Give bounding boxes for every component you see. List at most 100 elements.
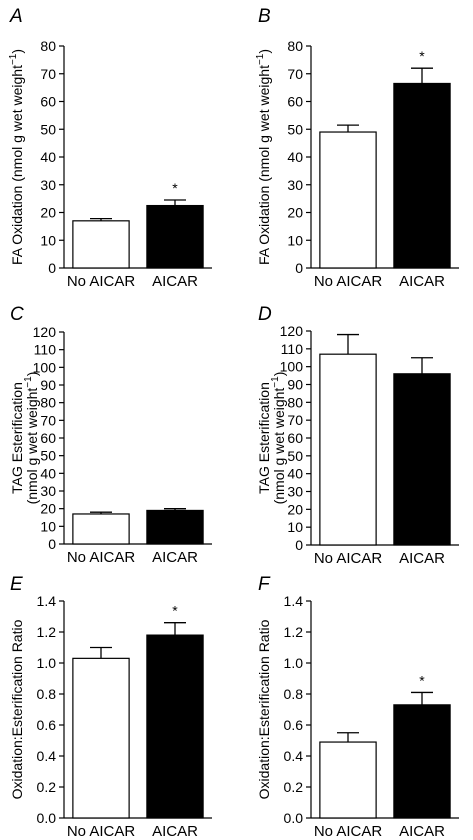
- x-tick-label: No AICAR: [314, 550, 383, 567]
- y-axis-label: TAG Esterification(nmol g wet weight−1): [9, 372, 40, 505]
- y-tick-label: 30: [287, 484, 303, 500]
- y-tick-label: 10: [287, 232, 303, 248]
- bar: [146, 204, 204, 269]
- y-tick-label: 120: [33, 324, 57, 340]
- y-tick-label: 50: [287, 448, 303, 464]
- y-tick-label: 70: [287, 66, 303, 82]
- y-tick-label: 20: [287, 205, 303, 221]
- bar: [146, 509, 204, 545]
- y-tick-label: 0.2: [284, 779, 304, 795]
- chart-panel-a: A 0 10 20 30 40 50 60 70 80 FA Oxidation (nmol g w…: [8, 6, 212, 290]
- y-axis-label: FA Oxidation (nmol g wet weight−1): [255, 49, 272, 265]
- y-tick-label: 0: [48, 536, 56, 552]
- y-tick-label: 1.2: [37, 624, 57, 640]
- y-axis-label-suffix: ): [271, 372, 287, 377]
- y-tick-label: 60: [40, 430, 56, 446]
- x-tick-label: No AICAR: [67, 273, 136, 290]
- x-tick-label: AICAR: [152, 273, 198, 290]
- panel-letter: D: [258, 304, 272, 325]
- y-tick-label: 50: [40, 448, 56, 464]
- x-tick-label: No AICAR: [67, 549, 136, 566]
- y-tick-label: 0: [295, 537, 303, 553]
- x-tick-label: AICAR: [152, 549, 198, 566]
- significance-star: *: [172, 180, 178, 196]
- y-axis-label-line: (nmol g wet weight: [24, 388, 40, 505]
- y-tick-label: 90: [287, 377, 303, 393]
- y-axis-label-line: (nmol g wet weight: [271, 388, 287, 505]
- y-axis-label-line: FA Oxidation (nmol g wet weight: [256, 65, 272, 265]
- y-tick-label: 1.0: [37, 655, 57, 671]
- panel-letter: A: [9, 6, 23, 27]
- y-tick-label: 50: [287, 121, 303, 137]
- y-tick-label: 30: [40, 483, 56, 499]
- panel-letter: F: [258, 574, 271, 595]
- y-axis-label: TAG Esterification(nmol g wet weight−1): [256, 372, 287, 505]
- y-axis-label-superscript: −1: [270, 376, 281, 388]
- y-axis-label-superscript: −1: [23, 376, 34, 388]
- y-tick-label: 0.8: [284, 686, 304, 702]
- y-tick-label: 30: [40, 177, 56, 193]
- y-tick-label: 80: [287, 38, 303, 54]
- y-tick-label: 70: [40, 412, 56, 428]
- bar: [319, 131, 377, 269]
- y-axis-label-line: TAG Esterification: [256, 382, 272, 494]
- chart-panel-b: B 0 10 20 30 40 50 60 70 80 FA Oxidation (nmol g w…: [255, 6, 459, 290]
- y-tick-label: 100: [33, 359, 57, 375]
- y-axis-label-superscript: −1: [8, 53, 19, 65]
- y-axis-label-line: Oxidation:Esterification Ratio: [256, 619, 272, 799]
- y-tick-label: 40: [40, 149, 56, 165]
- y-tick-label: 100: [280, 359, 304, 375]
- y-tick-label: 20: [287, 501, 303, 517]
- y-tick-label: 50: [40, 121, 56, 137]
- y-axis-label: FA Oxidation (nmol g wet weight−1): [8, 49, 25, 265]
- bar: [393, 82, 451, 269]
- x-tick-label: AICAR: [399, 273, 445, 290]
- x-tick-label: AICAR: [399, 823, 445, 840]
- y-tick-label: 1.4: [37, 593, 57, 609]
- y-tick-label: 0.4: [37, 748, 57, 764]
- x-tick-label: No AICAR: [314, 823, 383, 840]
- bar: [72, 513, 130, 545]
- x-tick-label: No AICAR: [67, 823, 136, 840]
- significance-star: *: [419, 48, 425, 64]
- y-tick-label: 70: [287, 412, 303, 428]
- significance-star: *: [419, 672, 425, 688]
- bar: [319, 353, 377, 546]
- y-tick-label: 40: [40, 465, 56, 481]
- significance-star: *: [172, 603, 178, 619]
- y-tick-label: 60: [40, 94, 56, 110]
- y-axis-label-line: Oxidation:Esterification Ratio: [9, 619, 25, 799]
- y-tick-label: 80: [40, 395, 56, 411]
- y-axis-label-line: TAG Esterification: [9, 382, 25, 494]
- x-tick-label: AICAR: [399, 550, 445, 567]
- y-tick-label: 0.6: [284, 717, 304, 733]
- y-tick-label: 1.0: [284, 655, 304, 671]
- y-tick-label: 60: [287, 94, 303, 110]
- bar: [72, 657, 130, 819]
- y-tick-label: 0: [295, 260, 303, 276]
- bar: [319, 741, 377, 819]
- y-tick-label: 120: [280, 323, 304, 339]
- y-tick-label: 10: [40, 232, 56, 248]
- y-tick-label: 0.8: [37, 686, 57, 702]
- chart-panel-f: F 0.0 0.2 0.4 0.6 0.8 1.0 1.2 1.4 Oxidation:Ester…: [256, 574, 459, 840]
- y-tick-label: 110: [281, 341, 304, 357]
- bar: [393, 373, 451, 546]
- y-tick-label: 80: [40, 38, 56, 54]
- y-tick-label: 20: [40, 205, 56, 221]
- y-tick-label: 1.2: [284, 624, 304, 640]
- panel-letter: E: [10, 574, 23, 595]
- y-tick-label: 0.0: [37, 810, 57, 826]
- x-tick-label: AICAR: [152, 823, 198, 840]
- y-tick-label: 10: [287, 519, 303, 535]
- y-axis-label: Oxidation:Esterification Ratio: [9, 619, 25, 799]
- x-tick-label: No AICAR: [314, 273, 383, 290]
- y-tick-label: 0.2: [37, 779, 57, 795]
- panel-letter: B: [258, 6, 271, 27]
- y-tick-label: 0: [48, 260, 56, 276]
- y-tick-label: 40: [287, 149, 303, 165]
- y-tick-label: 0.0: [284, 810, 304, 826]
